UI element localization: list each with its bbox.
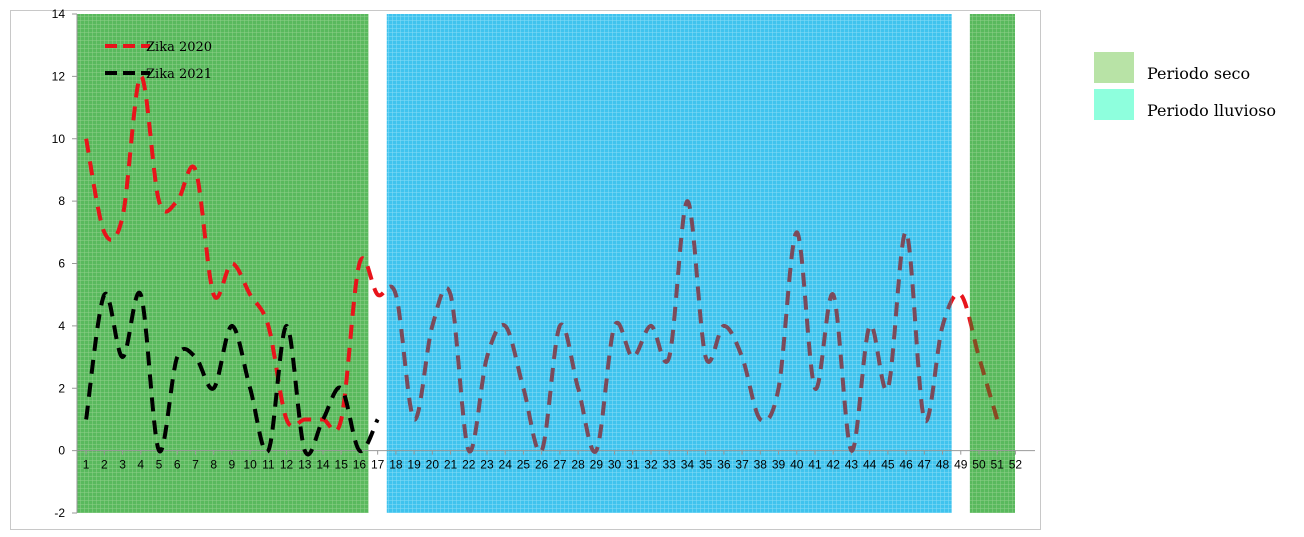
y-tick-label: 6 xyxy=(58,257,65,271)
x-tick-label: 23 xyxy=(480,458,494,472)
x-tick-label: 11 xyxy=(262,458,275,472)
period-band-0 xyxy=(77,14,369,513)
series-lines xyxy=(84,74,1000,457)
legend-label: Zika 2021 xyxy=(146,67,212,82)
x-tick-label: 46 xyxy=(899,458,913,472)
x-tick-label: 27 xyxy=(553,458,567,472)
x-tick-label: 32 xyxy=(644,458,658,472)
x-tick-label: 1 xyxy=(83,458,90,472)
period-legend-swatch xyxy=(1094,52,1134,83)
period-legend-label: Periodo lluvioso xyxy=(1147,101,1276,120)
x-tick-label: 18 xyxy=(389,458,403,472)
x-tick-label: 2 xyxy=(101,458,108,472)
x-tick-label: 6 xyxy=(174,458,181,472)
y-tick-label: 10 xyxy=(52,132,66,146)
y-tick-label: 14 xyxy=(52,7,66,21)
period-band-1 xyxy=(386,14,952,513)
x-tick-label: 4 xyxy=(137,458,144,472)
x-tick-label: 22 xyxy=(462,458,476,472)
x-tick-label: 3 xyxy=(119,458,126,472)
x-tick-label: 21 xyxy=(444,458,458,472)
x-tick-label: 8 xyxy=(210,458,217,472)
x-tick-label: 45 xyxy=(881,458,895,472)
x-tick-label: 5 xyxy=(156,458,163,472)
x-tick-label: 25 xyxy=(517,458,531,472)
x-tick-label: 38 xyxy=(754,458,768,472)
x-tick-label: 47 xyxy=(918,458,932,472)
period-band-2 xyxy=(969,14,1015,513)
y-tick-label: 2 xyxy=(58,381,65,395)
x-tick-label: 7 xyxy=(192,458,199,472)
x-tick-label: 44 xyxy=(863,458,877,472)
x-tick-label: 36 xyxy=(717,458,731,472)
y-tick-label: 4 xyxy=(58,319,65,333)
x-tick-label: 43 xyxy=(845,458,859,472)
y-tick-label: 12 xyxy=(52,69,66,83)
y-tick-label: 8 xyxy=(58,194,65,208)
y-tick-label: -2 xyxy=(54,506,65,520)
x-tick-label: 26 xyxy=(535,458,549,472)
y-tick-label: 0 xyxy=(58,444,65,458)
legend-label: Zika 2020 xyxy=(146,40,212,55)
x-tick-label: 41 xyxy=(808,458,822,472)
x-tick-label: 34 xyxy=(681,458,695,472)
x-tick-label: 15 xyxy=(335,458,349,472)
period-legend-swatch xyxy=(1094,89,1134,120)
x-tick-label: 40 xyxy=(790,458,804,472)
x-tick-label: 35 xyxy=(699,458,713,472)
period-legend-label: Periodo seco xyxy=(1147,64,1250,83)
x-tick-label: 37 xyxy=(735,458,749,472)
x-tick-label: 20 xyxy=(426,458,440,472)
chart-border xyxy=(10,10,1041,530)
x-tick-label: 24 xyxy=(499,458,513,472)
legend: Zika 2020 Zika 2021 xyxy=(105,40,212,82)
x-tick-label: 17 xyxy=(371,458,385,472)
x-tick-label: 49 xyxy=(954,458,968,472)
x-tick-label: 33 xyxy=(663,458,677,472)
x-tick-label: 29 xyxy=(590,458,604,472)
x-tick-label: 16 xyxy=(353,458,367,472)
x-tick-label: 50 xyxy=(972,458,986,472)
x-tick-label: 39 xyxy=(772,458,786,472)
x-tick-label: 48 xyxy=(936,458,950,472)
x-tick-label: 19 xyxy=(407,458,421,472)
x-tick-label: 10 xyxy=(243,458,257,472)
period-legend: Periodo seco Periodo lluvioso xyxy=(1094,52,1276,120)
x-tick-label: 12 xyxy=(280,458,294,472)
x-tick-label: 51 xyxy=(991,458,1005,472)
x-tick-label: 31 xyxy=(626,458,640,472)
x-tick-label: 13 xyxy=(298,458,312,472)
x-tick-label: 14 xyxy=(316,458,330,472)
x-tick-label: 30 xyxy=(608,458,622,472)
x-tick-label: 9 xyxy=(229,458,236,472)
x-tick-label: 42 xyxy=(827,458,841,472)
series-line-zika-2020 xyxy=(386,199,952,454)
x-tick-label: 28 xyxy=(571,458,585,472)
x-tick-label: 52 xyxy=(1009,458,1023,472)
